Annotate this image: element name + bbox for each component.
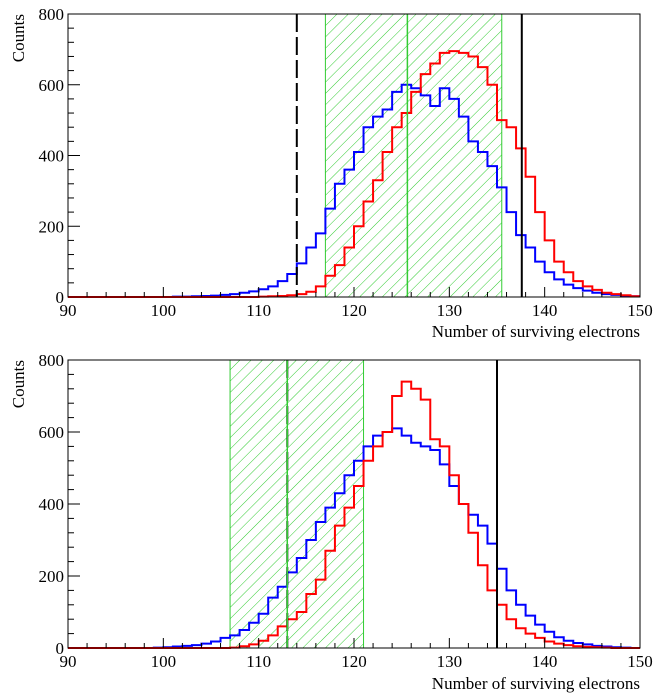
x-tick-label: 150 — [627, 652, 653, 671]
y-tick-label: 800 — [39, 5, 65, 24]
panel-1: 90 100 110 120 130 140 150 0 200 400 600 800 Number … — [9, 5, 653, 341]
selection-band — [229, 359, 365, 649]
x-tick-label: 120 — [341, 301, 367, 320]
histogram-series-1 — [68, 427, 640, 649]
panel-2: 90 100 110 120 130 140 150 0 200 400 600 800 Number … — [9, 351, 653, 693]
x-tick-label: 90 — [60, 301, 77, 320]
x-axis-title: Number of surviving electrons — [432, 674, 640, 693]
x-tick-label: 120 — [341, 652, 367, 671]
x-tick-label: 110 — [246, 652, 271, 671]
y-tick-label: 600 — [39, 76, 65, 95]
y-tick-label: 400 — [39, 147, 65, 166]
y-axis-title: Counts — [9, 360, 28, 408]
x-tick-label: 110 — [246, 301, 271, 320]
y-tick-label: 800 — [39, 351, 65, 370]
x-tick-label: 130 — [437, 301, 463, 320]
x-tick-label: 130 — [437, 652, 463, 671]
x-tick-label: 90 — [60, 652, 77, 671]
x-tick-label: 100 — [151, 301, 177, 320]
y-tick-label: 0 — [56, 288, 65, 307]
y-tick-label: 400 — [39, 495, 65, 514]
histogram-series-1 — [68, 83, 640, 298]
x-tick-label: 140 — [532, 301, 558, 320]
x-tick-label: 100 — [151, 652, 177, 671]
y-axis-title: Counts — [9, 14, 28, 62]
y-tick-label: 200 — [39, 217, 65, 236]
y-tick-label: 200 — [39, 567, 65, 586]
x-tick-label: 140 — [532, 652, 558, 671]
x-axis-title: Number of surviving electrons — [432, 322, 640, 341]
y-tick-label: 0 — [56, 639, 65, 658]
x-tick-label: 150 — [627, 301, 653, 320]
y-tick-label: 600 — [39, 423, 65, 442]
